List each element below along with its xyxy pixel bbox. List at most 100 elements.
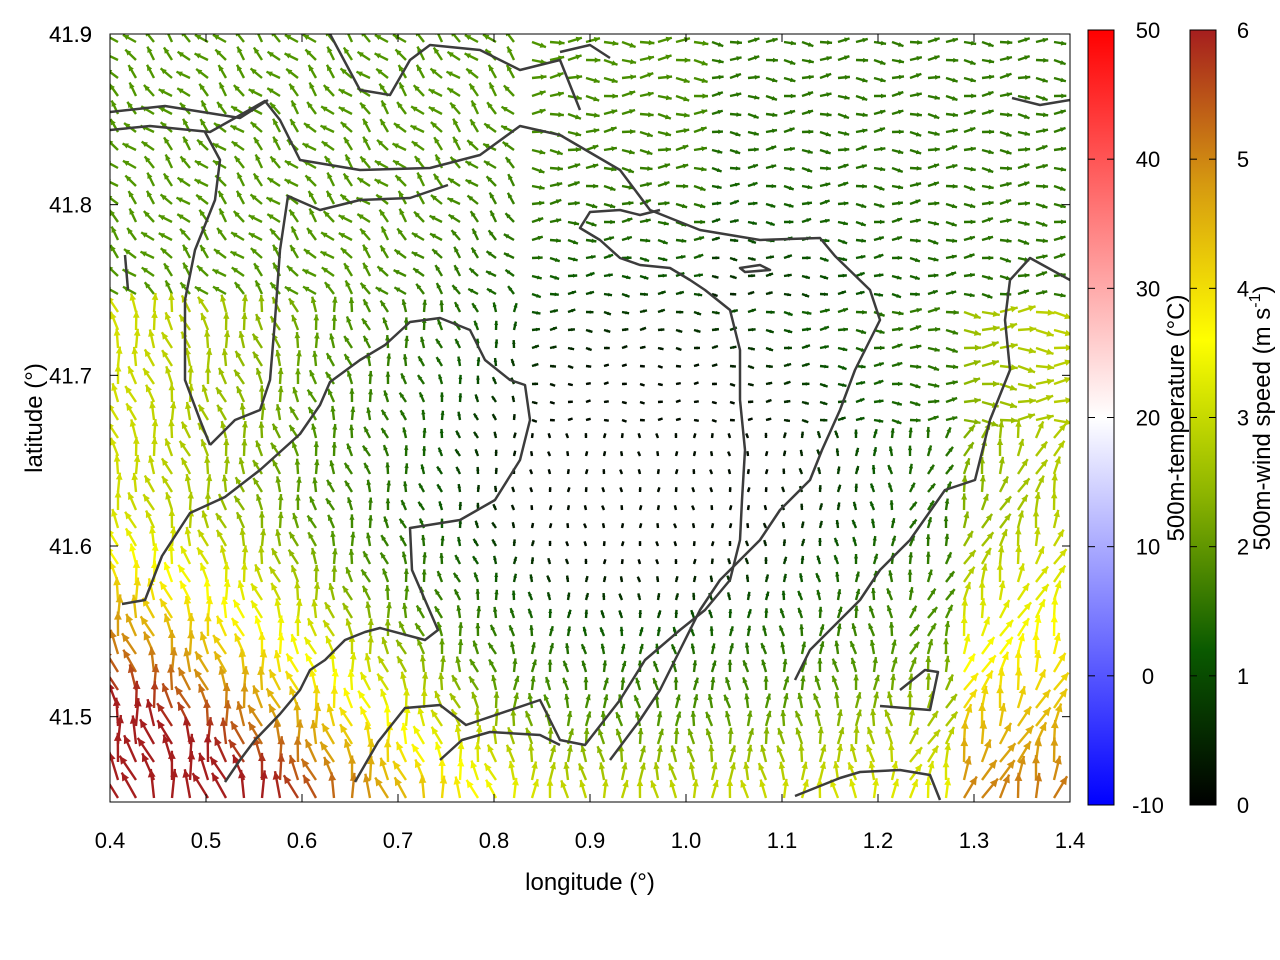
wind-vector-head xyxy=(987,275,993,280)
wind-vector-head xyxy=(823,401,828,405)
wind-vector-head xyxy=(935,327,941,332)
boundary-line xyxy=(328,34,582,111)
wind-vector-head xyxy=(1022,618,1029,627)
wind-vector-head xyxy=(235,350,242,359)
wind-vector-head xyxy=(628,200,634,206)
wind-vector-head xyxy=(176,71,183,77)
wind-vector-head xyxy=(842,239,848,244)
wind-vector-head xyxy=(951,203,957,209)
wind-vector-head xyxy=(843,114,849,119)
wind-vector-head xyxy=(710,558,714,562)
wind-vector-head xyxy=(113,577,121,586)
wind-vector-head xyxy=(258,752,266,762)
wind-vector-head xyxy=(832,658,838,665)
wind-vector-head xyxy=(1022,583,1029,592)
wind-vector-head xyxy=(574,163,581,169)
wind-vector-head xyxy=(989,778,998,788)
wind-vector-head xyxy=(488,642,494,649)
wind-vector-head xyxy=(761,659,767,666)
wind-vector-head xyxy=(733,257,738,261)
wind-vector-shaft xyxy=(110,288,119,296)
wind-vector-head xyxy=(952,112,958,118)
wind-vector-head xyxy=(177,51,184,58)
wind-vector-head xyxy=(1064,312,1070,320)
wind-vector-head xyxy=(253,351,260,359)
wind-vector-head xyxy=(581,644,586,650)
wind-vector-head xyxy=(506,744,513,753)
wind-vector-head xyxy=(546,778,554,786)
wind-vector-head xyxy=(258,421,265,428)
wind-vector-head xyxy=(988,760,997,769)
wind-vector-head xyxy=(674,559,678,563)
wind-vector-head xyxy=(309,82,315,89)
wind-vector-head xyxy=(698,254,704,259)
wind-vector-head xyxy=(790,93,796,99)
wind-vector-head xyxy=(350,406,356,413)
wind-vector-head xyxy=(915,218,921,223)
wind-vector-head xyxy=(849,778,856,787)
wind-vector-head xyxy=(254,137,260,144)
wind-vector-head xyxy=(725,677,731,684)
wind-vector-head xyxy=(465,179,472,185)
wind-vector-head xyxy=(447,198,454,203)
wind-vector-head xyxy=(411,106,418,112)
wind-vector-head xyxy=(381,428,387,434)
wind-vector-head xyxy=(145,699,154,708)
wind-vector-head xyxy=(603,677,609,684)
wind-vector-head xyxy=(416,283,422,290)
wind-vector-head xyxy=(212,772,220,782)
wind-vector-head xyxy=(239,403,246,410)
wind-vector-head xyxy=(311,599,318,607)
wind-vector-head xyxy=(992,380,1000,388)
wind-vector-head xyxy=(348,424,355,431)
wind-vector-head xyxy=(491,674,497,682)
wind-vector-head xyxy=(623,401,627,404)
wind-vector-head xyxy=(934,307,940,313)
wind-vector-head xyxy=(367,618,374,626)
wind-vector-head xyxy=(436,622,443,629)
boundary-line xyxy=(794,768,942,801)
wind-vector-head xyxy=(305,49,312,56)
wind-vector-head xyxy=(1053,632,1061,642)
wind-vector-head xyxy=(367,515,373,521)
wind-vector-head xyxy=(1028,383,1036,390)
wind-vector-head xyxy=(320,251,327,257)
wind-vector-head xyxy=(187,491,194,499)
wind-vector-head xyxy=(750,400,754,404)
wind-vector-head xyxy=(713,419,717,422)
wind-vector-head xyxy=(628,149,635,155)
wind-vector-head xyxy=(768,381,773,386)
wind-vector-head xyxy=(285,671,294,680)
wind-vector-head xyxy=(214,737,222,747)
wind-vector-head xyxy=(801,538,805,543)
wind-vector-head xyxy=(1057,529,1064,538)
wind-vector-head xyxy=(1050,737,1059,746)
wind-vector-head xyxy=(628,168,634,173)
wind-vector-head xyxy=(532,779,539,787)
wind-vector-head xyxy=(805,363,810,367)
wind-vector-head xyxy=(789,60,796,65)
wind-vector-head xyxy=(198,684,206,693)
wind-vector-head xyxy=(987,235,994,241)
wind-vector-head xyxy=(825,131,831,137)
wind-vector-head xyxy=(946,481,951,487)
wind-vector-head xyxy=(110,311,117,320)
wind-vector-head xyxy=(1060,60,1066,65)
wind-vector-head xyxy=(183,136,189,144)
wind-vector-head xyxy=(915,199,921,204)
wind-vector-head xyxy=(539,90,546,96)
wind-vector-head xyxy=(270,282,277,289)
wind-vector-head xyxy=(765,591,770,596)
wind-vector-head xyxy=(675,694,681,701)
wind-vector-head xyxy=(272,423,279,431)
wind-vector-head xyxy=(231,721,239,731)
wind-vector-head xyxy=(982,493,989,501)
wind-vector-head xyxy=(549,626,554,632)
wind-vector-head xyxy=(802,779,809,788)
wind-vector-head xyxy=(216,529,224,538)
wind-vector-head xyxy=(385,371,391,377)
wind-vector-head xyxy=(711,660,717,666)
wind-vector-head xyxy=(981,685,989,695)
wind-vector-head xyxy=(169,526,177,534)
wind-vector-head xyxy=(277,367,284,375)
